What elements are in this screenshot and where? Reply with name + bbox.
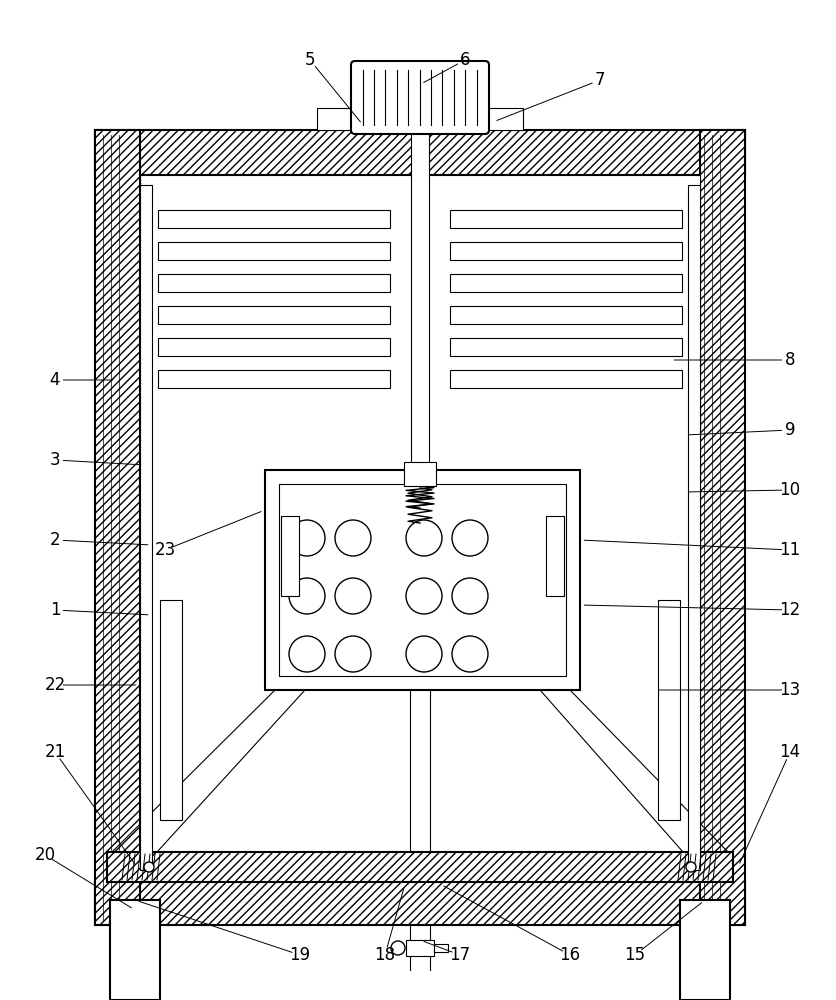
Circle shape: [451, 520, 487, 556]
Text: 5: 5: [304, 51, 315, 69]
Circle shape: [405, 520, 441, 556]
FancyBboxPatch shape: [350, 61, 488, 134]
Bar: [687, 185, 699, 870]
Bar: [405, 940, 434, 956]
Text: 22: 22: [44, 676, 65, 694]
Text: 10: 10: [778, 481, 799, 499]
Circle shape: [686, 862, 696, 872]
Bar: [158, 210, 390, 228]
Bar: [140, 185, 152, 870]
Bar: [278, 484, 565, 676]
Bar: [545, 516, 563, 596]
Text: 9: 9: [784, 421, 794, 439]
Bar: [158, 306, 390, 324]
Text: 4: 4: [49, 371, 60, 389]
Bar: [95, 130, 744, 175]
Text: 11: 11: [778, 541, 800, 559]
Text: 17: 17: [449, 946, 470, 964]
Bar: [657, 600, 679, 820]
Text: 13: 13: [778, 681, 800, 699]
Text: 14: 14: [778, 743, 799, 761]
Bar: [265, 470, 579, 690]
Text: 12: 12: [778, 601, 800, 619]
Bar: [410, 130, 429, 470]
Circle shape: [334, 636, 370, 672]
Text: 2: 2: [49, 531, 60, 549]
Circle shape: [334, 578, 370, 614]
Circle shape: [288, 520, 324, 556]
Text: 6: 6: [459, 51, 470, 69]
Bar: [450, 210, 681, 228]
Text: 23: 23: [154, 541, 176, 559]
Circle shape: [288, 636, 324, 672]
Bar: [450, 306, 681, 324]
Text: 20: 20: [34, 846, 55, 864]
Text: 19: 19: [289, 946, 310, 964]
Circle shape: [451, 578, 487, 614]
Bar: [281, 516, 298, 596]
Bar: [434, 944, 447, 952]
Circle shape: [451, 636, 487, 672]
Circle shape: [144, 862, 154, 872]
Bar: [158, 274, 390, 292]
Bar: [450, 338, 681, 356]
Circle shape: [334, 520, 370, 556]
Bar: [317, 108, 354, 130]
Text: 3: 3: [49, 451, 60, 469]
Bar: [158, 370, 390, 388]
Bar: [107, 852, 732, 882]
Text: 7: 7: [594, 71, 604, 89]
Bar: [484, 108, 522, 130]
Bar: [450, 242, 681, 260]
Bar: [158, 338, 390, 356]
Bar: [404, 462, 436, 486]
Text: 16: 16: [558, 946, 580, 964]
Circle shape: [405, 578, 441, 614]
Circle shape: [288, 578, 324, 614]
Text: 21: 21: [44, 743, 65, 761]
Bar: [95, 880, 744, 925]
Bar: [450, 274, 681, 292]
Text: 1: 1: [49, 601, 60, 619]
Bar: [158, 242, 390, 260]
Text: 8: 8: [784, 351, 794, 369]
Text: 15: 15: [624, 946, 645, 964]
Bar: [450, 370, 681, 388]
Bar: [679, 900, 729, 1000]
Bar: [160, 600, 181, 820]
Circle shape: [390, 941, 405, 955]
Bar: [699, 130, 744, 925]
Bar: [95, 130, 140, 925]
Bar: [140, 175, 699, 880]
Bar: [110, 900, 160, 1000]
Text: 18: 18: [374, 946, 395, 964]
Circle shape: [405, 636, 441, 672]
